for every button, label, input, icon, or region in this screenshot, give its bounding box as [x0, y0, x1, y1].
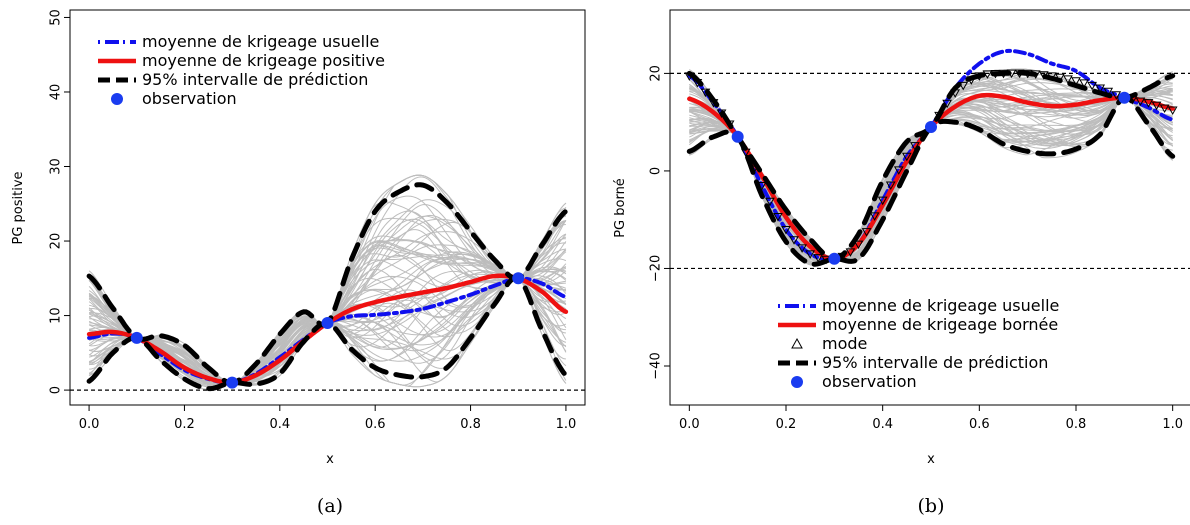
legend-swatch	[791, 376, 803, 388]
mode-marker	[1159, 104, 1170, 113]
mode-marker	[1135, 97, 1146, 107]
legend-label: moyenne de krigeage bornée	[822, 315, 1058, 334]
y-tick-label: 0	[649, 167, 664, 175]
panel-a-simulation-curves	[88, 174, 567, 391]
observation-point	[512, 272, 525, 285]
y-tick-label: 30	[49, 158, 64, 175]
mode-marker	[1103, 87, 1114, 97]
panel-a-observations	[130, 272, 525, 389]
x-tick-label: 0.6	[365, 417, 386, 432]
mode-marker	[893, 166, 904, 175]
x-tick-label: 1.0	[1162, 417, 1183, 432]
mode-marker	[765, 197, 775, 207]
mode-marker	[1167, 106, 1178, 115]
legend-label: 95% intervalle de prédiction	[142, 70, 368, 89]
legend-label: 95% intervalle de prédiction	[822, 353, 1048, 372]
x-tick-label: 1.0	[556, 417, 577, 432]
panel-b-series	[684, 48, 1178, 267]
observation-point	[925, 121, 937, 134]
y-tick-label: 50	[49, 9, 64, 26]
panel-a-x-axis-label: x	[326, 452, 334, 467]
legend-label: moyenne de krigeage usuelle	[822, 296, 1059, 315]
series-line	[687, 48, 1175, 262]
panel-b-reference-lines	[670, 72, 1190, 270]
simulation-curve	[88, 277, 566, 385]
mode-marker	[1095, 84, 1106, 94]
x-tick-label: 0.4	[269, 417, 290, 432]
mode-marker	[1063, 75, 1073, 84]
panel-b-x-ticks: 0.0 0.2 0.4 0.6 0.8 1.0	[679, 405, 1183, 432]
y-tick-label: −20	[649, 255, 664, 282]
x-tick-label: 0.0	[679, 417, 700, 432]
mode-marker	[885, 181, 896, 191]
mode-marker	[853, 240, 864, 250]
mode-marker	[1071, 77, 1081, 86]
y-tick-label: 0	[49, 386, 64, 394]
observation-point	[226, 376, 239, 389]
panel-a-y-axis-label: PG positive	[11, 171, 26, 244]
panel-a-x-ticks: 0.0 0.2 0.4 0.6 0.8 1.0	[79, 405, 577, 432]
x-tick-label: 0.2	[776, 417, 797, 432]
mode-marker	[869, 212, 880, 221]
mode-marker	[861, 228, 872, 237]
x-tick-label: 0.8	[460, 417, 481, 432]
y-tick-label: 10	[49, 307, 64, 324]
observation-point	[321, 317, 334, 330]
observation-point	[130, 331, 143, 344]
mode-marker	[805, 250, 816, 259]
mode-marker	[773, 212, 783, 222]
mode-marker	[797, 244, 807, 253]
legend-label: observation	[822, 372, 917, 391]
legend-label: moyenne de krigeage positive	[142, 51, 385, 70]
x-tick-label: 0.6	[969, 417, 990, 432]
observation-point	[828, 252, 841, 265]
mode-marker	[813, 254, 824, 263]
simulation-curve	[689, 78, 1173, 260]
panel-b-plot-frame	[669, 9, 1190, 406]
simulation-curve	[89, 275, 566, 386]
panel-b-y-axis-label: PG borné	[613, 178, 628, 238]
legend-label: moyenne de krigeage usuelle	[142, 32, 379, 51]
series-line	[86, 273, 569, 385]
mode-marker	[781, 225, 791, 235]
x-tick-label: 0.2	[174, 417, 195, 432]
legend-label: observation	[142, 89, 237, 108]
observation-point	[1118, 91, 1131, 104]
mode-marker	[1079, 79, 1089, 88]
mode-marker	[1111, 91, 1122, 100]
mode-marker	[958, 81, 969, 91]
x-tick-label: 0.4	[872, 417, 893, 432]
x-tick-label: 0.8	[1066, 417, 1087, 432]
y-tick-label: −40	[649, 352, 664, 379]
y-tick-label: 40	[49, 84, 64, 101]
y-tick-label: 20	[49, 233, 64, 250]
panel-a: 0.0 0.2 0.4 0.6 0.8 1.0 0 10 20 30 40 50 x PG posi…	[11, 9, 586, 517]
mode-marker	[845, 248, 856, 257]
mode-marker	[1151, 101, 1162, 111]
mode-marker	[901, 152, 912, 162]
mode-marker	[877, 196, 888, 206]
panel-b-caption: (b)	[918, 495, 945, 517]
y-tick-label: 20	[649, 65, 664, 82]
panel-a-caption: (a)	[317, 495, 343, 517]
panel-a-plot-frame	[69, 9, 586, 406]
legend-label: mode	[822, 334, 867, 353]
observation-point	[731, 130, 744, 143]
legend-swatch	[791, 337, 803, 349]
mode-marker	[1087, 81, 1097, 91]
legend-swatch	[111, 93, 123, 105]
panel-b-x-axis-label: x	[927, 452, 935, 467]
x-tick-label: 0.0	[79, 417, 100, 432]
mode-marker	[1143, 99, 1154, 108]
panel-b-observations	[731, 91, 1131, 265]
panel-b-y-ticks: −40 −20 0 20	[649, 65, 670, 380]
mode-marker	[789, 236, 799, 245]
panel-a-y-ticks: 0 10 20 30 40 50	[49, 9, 70, 394]
